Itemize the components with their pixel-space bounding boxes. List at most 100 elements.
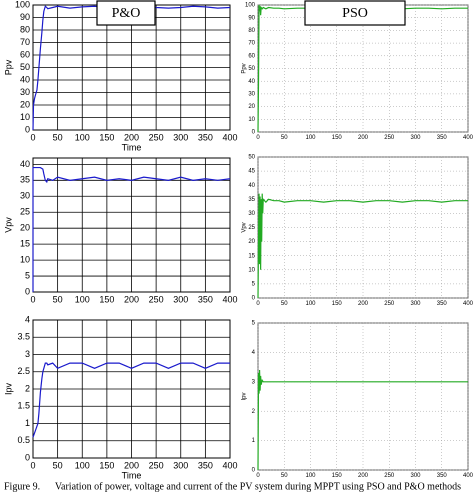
y-tick-label: 0	[252, 468, 256, 474]
x-tick-label: 300	[173, 132, 188, 142]
x-tick-label: 250	[149, 294, 164, 304]
x-tick-label: 100	[305, 473, 316, 479]
data-line	[257, 193, 468, 299]
x-tick-label: 200	[358, 301, 369, 307]
y-tick-label: 0	[252, 130, 256, 136]
y-tick-label: 40	[248, 183, 255, 189]
y-tick-label: 20	[248, 104, 255, 110]
x-tick-label: 350	[198, 460, 213, 470]
x-tick-label: 300	[410, 473, 421, 479]
x-tick-label: 50	[281, 135, 288, 141]
y-tick-label: 100	[15, 0, 30, 9]
x-tick-label: 400	[222, 294, 237, 304]
y-tick-label: 40	[20, 74, 30, 84]
x-tick-label: 0	[30, 132, 35, 142]
y-tick-label: 5	[252, 281, 256, 287]
y-tick-label: 15	[248, 253, 255, 259]
x-tick-label: 350	[198, 132, 213, 142]
y-axis-label: Ipv	[242, 392, 248, 400]
x-tick-label: 350	[437, 301, 448, 307]
y-tick-label: 30	[20, 191, 30, 201]
y-tick-label: 30	[20, 87, 30, 97]
x-tick-label: 250	[149, 460, 164, 470]
x-tick-label: 150	[332, 473, 343, 479]
x-tick-label: 200	[358, 135, 369, 141]
title-box	[96, 0, 156, 26]
y-tick-label: 20	[20, 223, 30, 233]
plot-area	[257, 322, 469, 471]
y-axis-label: Ppv	[3, 59, 13, 75]
y-tick-label: 5	[252, 321, 256, 327]
y-tick-label: 1	[25, 418, 30, 428]
y-tick-label: 20	[20, 99, 30, 109]
x-tick-label: 400	[222, 460, 237, 470]
y-tick-label: 10	[248, 267, 255, 273]
x-tick-label: 50	[53, 294, 63, 304]
x-tick-label: 0	[256, 301, 260, 307]
y-tick-label: 10	[20, 254, 30, 264]
x-tick-label: 200	[124, 132, 139, 142]
x-tick-label: 350	[437, 473, 448, 479]
x-tick-label: 250	[384, 135, 395, 141]
x-tick-label: 100	[75, 294, 90, 304]
y-tick-label: 10	[248, 117, 255, 123]
y-tick-label: 30	[248, 91, 255, 97]
y-tick-label: 80	[20, 24, 30, 34]
y-tick-label: 40	[248, 79, 255, 85]
x-tick-label: 100	[305, 135, 316, 141]
chart-title: PSO	[342, 6, 368, 21]
y-tick-label: 60	[20, 49, 30, 59]
x-tick-label: 150	[332, 301, 343, 307]
y-tick-label: 0	[25, 286, 30, 296]
y-axis-label: Ppv	[242, 63, 248, 73]
y-tick-label: 0.5	[17, 435, 30, 445]
y-tick-label: 90	[248, 15, 255, 21]
chart-title: P&O	[112, 6, 141, 21]
y-tick-label: 4	[252, 350, 256, 356]
x-tick-label: 100	[75, 460, 90, 470]
y-tick-label: 50	[20, 62, 30, 72]
y-tick-label: 80	[248, 28, 255, 34]
x-tick-label: 100	[75, 132, 90, 142]
x-tick-label: 50	[281, 473, 288, 479]
y-tick-label: 1	[252, 438, 256, 444]
y-tick-label: 35	[20, 175, 30, 185]
x-tick-label: 0	[256, 473, 260, 479]
x-tick-label: 200	[124, 460, 139, 470]
title-box	[304, 0, 406, 26]
x-tick-label: 350	[198, 294, 213, 304]
y-tick-label: 0	[252, 296, 256, 302]
x-tick-label: 100	[305, 301, 316, 307]
y-tick-label: 0	[25, 452, 30, 462]
data-line	[257, 4, 468, 133]
x-tick-label: 50	[281, 301, 288, 307]
x-tick-label: 300	[410, 301, 421, 307]
y-tick-label: 3	[252, 379, 256, 385]
y-axis-label: Ipv	[3, 383, 13, 396]
y-tick-label: 70	[248, 41, 255, 47]
y-tick-label: 25	[248, 225, 255, 231]
y-tick-label: 25	[20, 207, 30, 217]
y-tick-label: 0	[25, 124, 30, 134]
x-tick-label: 50	[53, 460, 63, 470]
x-tick-label: 0	[256, 135, 260, 141]
x-tick-label: 150	[99, 132, 114, 142]
data-line	[257, 370, 468, 471]
x-tick-label: 200	[124, 294, 139, 304]
x-tick-label: 300	[410, 135, 421, 141]
y-tick-label: 50	[248, 155, 255, 161]
y-tick-label: 35	[248, 197, 255, 203]
x-tick-label: 400	[463, 135, 474, 141]
y-tick-label: 1.5	[17, 401, 30, 411]
data-line	[32, 5, 231, 131]
x-tick-label: 400	[222, 132, 237, 142]
x-tick-label: 50	[53, 132, 63, 142]
y-tick-label: 4	[25, 314, 30, 324]
y-tick-label: 40	[20, 159, 30, 169]
x-tick-label: 250	[384, 301, 395, 307]
x-tick-label: 300	[173, 294, 188, 304]
x-tick-label: 300	[173, 460, 188, 470]
x-tick-label: 0	[30, 294, 35, 304]
y-tick-label: 70	[20, 37, 30, 47]
